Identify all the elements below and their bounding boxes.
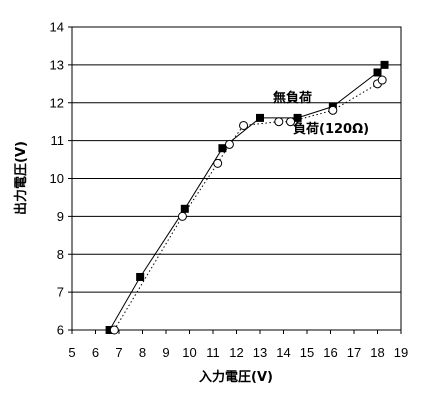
series-1-point-6: [286, 117, 296, 127]
y-tick-label-8: 14: [50, 20, 64, 35]
series-0-point-1: [136, 272, 145, 281]
x-tick-label-7: 12: [229, 345, 243, 360]
x-tick-label-1: 6: [92, 345, 99, 360]
y-axis-ticks: 6 7 8 9 10 11 12 13 14: [50, 20, 72, 338]
series-1-point-5: [274, 117, 284, 127]
x-tick-label-8: 13: [253, 345, 267, 360]
x-tick-label-5: 10: [182, 345, 196, 360]
series-1-point-7: [328, 105, 338, 115]
y-tick-label-0: 6: [57, 323, 64, 338]
y-tick-label-7: 13: [50, 57, 64, 72]
y-tick-label-4: 10: [50, 171, 64, 186]
x-tick-label-4: 9: [162, 345, 169, 360]
annotation-load-120ohm: 負荷(120Ω): [293, 121, 369, 137]
y-tick-label-5: 11: [51, 133, 65, 148]
x-tick-label-6: 11: [206, 345, 220, 360]
x-tick-label-9: 14: [276, 345, 290, 360]
series-0-point-8: [380, 60, 389, 69]
y-tick-label-3: 9: [57, 209, 64, 224]
x-tick-label-10: 15: [300, 345, 314, 360]
x-tick-label-12: 17: [347, 345, 361, 360]
x-tick-label-2: 7: [115, 345, 122, 360]
series-0-point-0: [105, 326, 114, 334]
annotation-no-load: 無負荷: [273, 90, 312, 106]
series-1-point-9: [377, 75, 387, 85]
series-0-point-5: [293, 113, 302, 122]
series-1-point-3: [224, 139, 234, 149]
series-0-point-7: [373, 68, 382, 77]
y-tick-label-2: 8: [57, 247, 64, 262]
x-tick-label-11: 16: [323, 345, 337, 360]
series-1-line: [113, 79, 383, 331]
x-tick-label-3: 8: [139, 345, 146, 360]
series-0-point-3: [218, 144, 227, 153]
y-tick-label-1: 7: [57, 285, 64, 300]
series-0-point-2: [180, 204, 189, 213]
x-tick-label-13: 18: [370, 345, 384, 360]
series-0-point-4: [256, 113, 264, 122]
x-tick-label-0: 5: [68, 345, 75, 360]
x-tick-label-14: 19: [394, 345, 408, 360]
series-1-point-4: [239, 120, 249, 130]
series-layer: [105, 60, 389, 335]
series-1-point-1: [177, 211, 187, 221]
x-axis-title: 入力電圧(V): [199, 369, 273, 385]
series-1-point-0: [109, 325, 119, 335]
series-1-point-2: [213, 158, 223, 168]
y-tick-label-6: 12: [50, 95, 64, 110]
x-axis-ticks: 5 6 7 8 9 10 11 12 13 14 15 16 17 18 19: [68, 330, 408, 360]
y-axis-title: 出力電圧(V): [13, 141, 29, 215]
